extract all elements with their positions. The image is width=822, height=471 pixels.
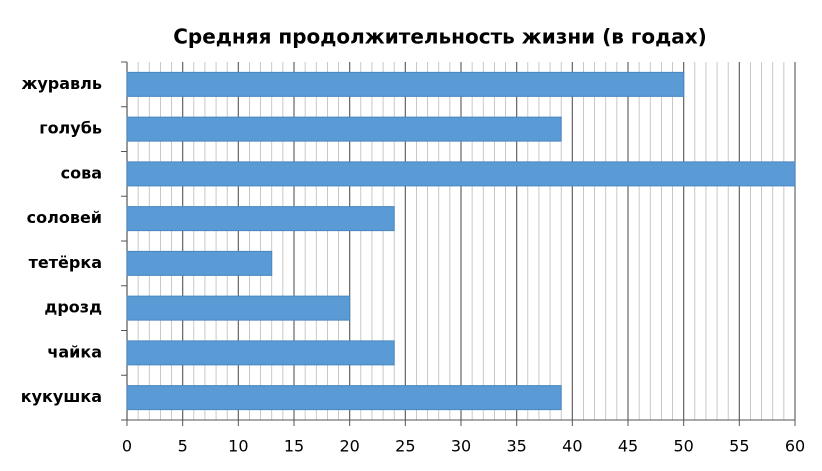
x-tick-label: 55 — [729, 437, 749, 456]
bar — [126, 250, 273, 276]
x-tick-label: 5 — [178, 437, 188, 456]
bar — [126, 116, 562, 142]
y-tick-label: соловей — [27, 208, 102, 227]
x-tick-label: 50 — [673, 437, 693, 456]
y-tick-label: тетёрка — [29, 253, 102, 272]
y-tick-label: голубь — [39, 119, 102, 138]
y-tick-label: журавль — [21, 74, 102, 93]
x-tick-label: 35 — [506, 437, 526, 456]
bar — [126, 161, 796, 187]
y-tick-label: сова — [61, 163, 102, 182]
x-tick-label: 0 — [122, 437, 132, 456]
x-tick-label: 45 — [618, 437, 638, 456]
x-tick-label: 15 — [284, 437, 304, 456]
x-tick-label: 20 — [339, 437, 359, 456]
bar — [126, 206, 395, 232]
bar — [126, 340, 395, 366]
y-tick-label: кукушка — [21, 387, 102, 406]
bar — [126, 385, 562, 411]
bar — [126, 295, 351, 321]
bar — [126, 71, 685, 97]
x-tick-label: 30 — [451, 437, 471, 456]
x-tick-label: 60 — [785, 437, 805, 456]
x-tick-label: 10 — [228, 437, 248, 456]
y-tick-label: дрозд — [44, 298, 102, 317]
x-tick-label: 25 — [395, 437, 415, 456]
chart-title: Средняя продолжительность жизни (в годах… — [173, 25, 707, 49]
x-tick-label: 40 — [562, 437, 582, 456]
y-tick-label: чайка — [47, 342, 102, 361]
